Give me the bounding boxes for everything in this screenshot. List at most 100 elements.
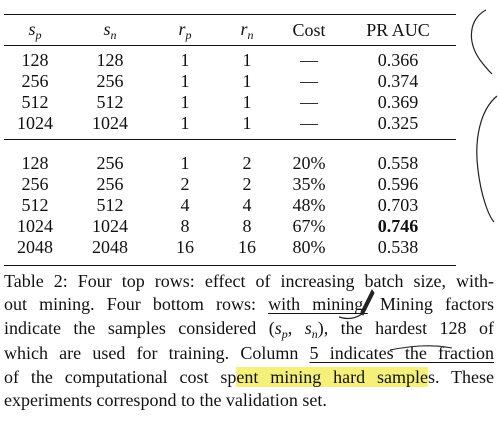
column-header-1: sp bbox=[4, 14, 66, 46]
table-cell: 1024 bbox=[17, 216, 53, 236]
table-cell: 0.746 bbox=[377, 216, 419, 236]
table-cell: — bbox=[300, 92, 318, 112]
top-rule bbox=[4, 14, 456, 16]
table-cell: 256 bbox=[96, 71, 124, 91]
table-cell: 256 bbox=[21, 174, 49, 194]
table-cell: 0.596 bbox=[377, 174, 419, 194]
column-header-3: rp bbox=[154, 14, 216, 46]
mining-row-2: 256 256 2 2 35% 0.596 bbox=[4, 174, 456, 195]
table-cell: 8 bbox=[180, 216, 190, 236]
table-cell: 512 bbox=[96, 92, 124, 112]
no-mining-row-1: 128 128 1 1 — 0.366 bbox=[4, 50, 456, 71]
column-header-6: PR AUC bbox=[340, 14, 456, 46]
underline-with-mining: with mining. bbox=[268, 294, 368, 315]
table-cell: 128 bbox=[21, 50, 49, 70]
bottom-rule bbox=[4, 265, 456, 267]
margin-bracket-curve bbox=[476, 95, 498, 223]
table-cell: 4 bbox=[180, 195, 190, 215]
no-mining-row-4: 1024 1024 1 1 — 0.325 bbox=[4, 113, 456, 134]
table-cell: 0.558 bbox=[377, 153, 419, 173]
table-cell: 1 bbox=[242, 113, 252, 133]
table-cell: 1024 bbox=[92, 216, 128, 236]
caption-line-5: of the computational cost spent mining h… bbox=[4, 366, 494, 387]
no-mining-row-2: 256 256 1 1 — 0.374 bbox=[4, 71, 456, 92]
table-cell: 2 bbox=[242, 174, 252, 194]
table-header: sp sn rp rn Cost PR AUC bbox=[4, 14, 456, 46]
table-cell: 1 bbox=[242, 50, 252, 70]
table-cell: — bbox=[300, 71, 318, 91]
mining-row-3: 512 512 4 4 48% 0.703 bbox=[4, 195, 456, 216]
table-cell: 1 bbox=[180, 50, 190, 70]
mining-row-1: 128 256 1 2 20% 0.558 bbox=[4, 153, 456, 174]
table-cell: 512 bbox=[96, 195, 124, 215]
table-cell: 1 bbox=[180, 113, 190, 133]
table-cell: 128 bbox=[21, 153, 49, 173]
mining-row-4: 1024 1024 8 8 67% 0.746 bbox=[4, 216, 456, 237]
no-mining-row-3: 512 512 1 1 — 0.369 bbox=[4, 92, 456, 113]
table-cell: 16 bbox=[176, 237, 194, 257]
table-cell: 256 bbox=[96, 174, 124, 194]
table-cell: 0.538 bbox=[377, 237, 419, 257]
table-cell: 1024 bbox=[17, 113, 53, 133]
table-cell: 2048 bbox=[92, 237, 128, 257]
table-cell: 0.325 bbox=[377, 113, 419, 133]
column-header-5: Cost bbox=[278, 14, 340, 46]
table-cell: 1 bbox=[242, 71, 252, 91]
column-header-subscript: n bbox=[110, 28, 117, 42]
column-header-subscript: p bbox=[35, 28, 42, 42]
table-cell: 256 bbox=[96, 153, 124, 173]
table-cell: 0.374 bbox=[377, 71, 419, 91]
header-rule bbox=[4, 45, 456, 46]
column-header-text: r bbox=[178, 19, 186, 39]
table-cell: 1024 bbox=[92, 113, 128, 133]
mining-row-5: 2048 2048 16 16 80% 0.538 bbox=[4, 237, 456, 258]
table-group-with-mining: 128 256 1 2 20% 0.558 256 256 2 2 35% 0.596 512 512 4 4… bbox=[4, 153, 456, 258]
column-header-2: sn bbox=[66, 14, 154, 46]
group-rule bbox=[4, 139, 456, 140]
table-cell: 1 bbox=[242, 92, 252, 112]
caption-line-3: indicate the samples considered (sp, sn)… bbox=[4, 317, 494, 341]
math-sn: sn bbox=[304, 317, 318, 341]
column-header-text: Cost bbox=[292, 20, 326, 40]
column-header-subscript: p bbox=[185, 28, 192, 42]
table-cell: 1 bbox=[180, 71, 190, 91]
table-cell: — bbox=[300, 113, 318, 133]
math-sp: sp bbox=[274, 317, 288, 341]
highlight-mining-hard-samples: ent mining hard sample bbox=[236, 366, 428, 387]
table-cell: 0.369 bbox=[377, 92, 419, 112]
table-cell: 0.366 bbox=[377, 50, 419, 70]
table-cell: 80% bbox=[292, 237, 326, 257]
table-cell: 1 bbox=[180, 92, 190, 112]
table-group-without-mining: 128 128 1 1—0.366 256 256 1 1—0.374 512 512 1 1—0.3… bbox=[4, 50, 456, 134]
table-cell: 48% bbox=[292, 195, 326, 215]
table-cell: 2 bbox=[242, 153, 252, 173]
table-cell: 256 bbox=[21, 71, 49, 91]
table-cell: 67% bbox=[292, 216, 326, 236]
caption-line-6: experiments correspond to the validation… bbox=[4, 390, 327, 411]
table-cell: 35% bbox=[292, 174, 326, 194]
caption-line-1: Table 2: Four top rows: effect of increa… bbox=[4, 271, 494, 291]
margin-bracket-top bbox=[470, 9, 493, 75]
table-cell: 0.703 bbox=[377, 195, 419, 215]
table-cell: 128 bbox=[96, 50, 124, 70]
table-cell: 8 bbox=[242, 216, 252, 236]
column-header-text: PR AUC bbox=[366, 20, 430, 40]
column-header-subscript: n bbox=[247, 28, 254, 42]
table-cell: 20% bbox=[292, 153, 326, 173]
table-cell: 2048 bbox=[17, 237, 53, 257]
caption-line-2: out mining. Four bottom rows: with minin… bbox=[4, 294, 495, 315]
table-cell: 16 bbox=[238, 237, 256, 257]
table-cell: 2 bbox=[180, 174, 190, 194]
column-header-text: s bbox=[103, 19, 111, 39]
table-caption: Table 2: Four top rows: effect of increa… bbox=[4, 270, 494, 412]
column-header-text: s bbox=[28, 19, 36, 39]
caption-line-4: which are used for training. Column 5 in… bbox=[4, 343, 494, 364]
underline-column-5: 5 indicates the fraction bbox=[309, 343, 494, 364]
column-header-4: rn bbox=[216, 14, 278, 46]
table-cell: 512 bbox=[21, 92, 49, 112]
table-cell: 4 bbox=[242, 195, 252, 215]
table-cell: — bbox=[300, 50, 318, 70]
column-header-text: r bbox=[240, 19, 248, 39]
table-cell: 1 bbox=[180, 153, 190, 173]
